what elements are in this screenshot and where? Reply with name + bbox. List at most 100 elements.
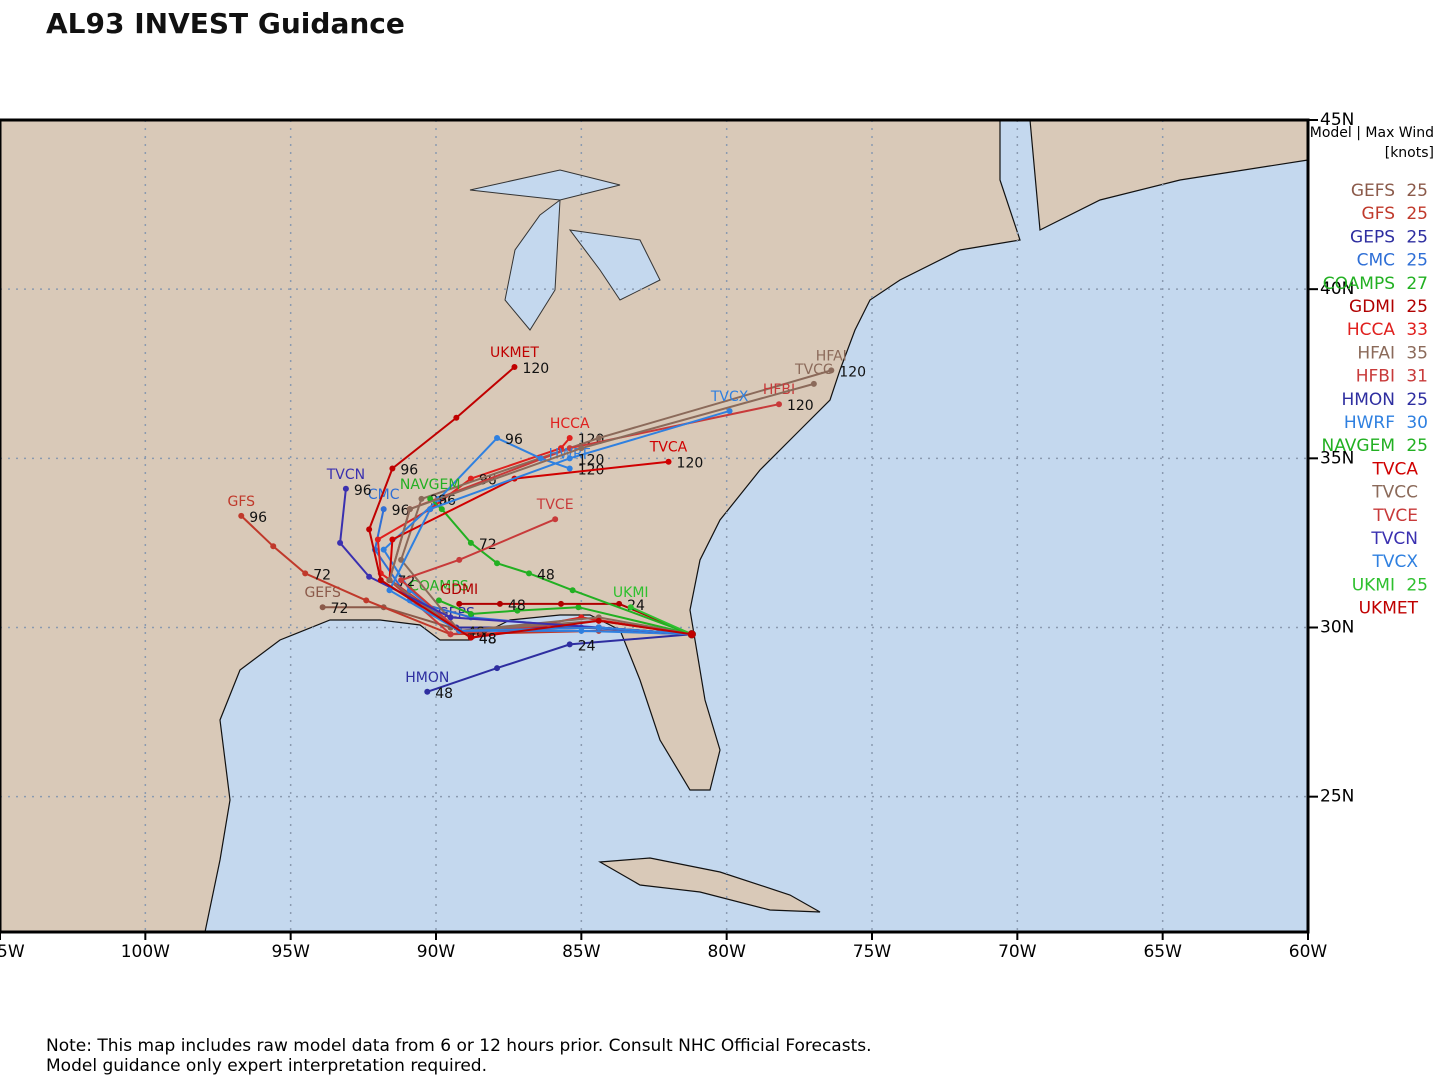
track-point [496, 600, 503, 607]
land [0, 120, 1021, 932]
legend-name: NAVGEM [1322, 436, 1395, 456]
hour-label: 120 [677, 456, 704, 472]
track-point [380, 546, 387, 553]
track-line [368, 366, 692, 639]
lake [469, 169, 621, 201]
legend-wind: 25 [1406, 436, 1428, 456]
track-point [537, 455, 544, 462]
track-point [514, 607, 521, 614]
legend-wind: 25 [1406, 575, 1428, 595]
track-point [494, 435, 501, 442]
legend-wind: 30 [1406, 413, 1428, 433]
track-name: TVCX [710, 389, 749, 405]
track-point [595, 435, 602, 442]
hour-label: 96 [392, 503, 410, 519]
hour-label: 96 [505, 432, 523, 448]
legend-name: HCCA [1347, 320, 1396, 340]
track-point [566, 641, 573, 648]
track-point [665, 458, 672, 465]
track-point [342, 485, 349, 492]
track-name: TVCC [794, 362, 833, 378]
track-point [337, 539, 344, 546]
track-name: UKMET [490, 345, 539, 361]
hour-label: 72 [313, 567, 331, 583]
legend-wind: 25 [1406, 297, 1428, 317]
y-tick-label: 25N [1320, 787, 1354, 807]
track-name: HCCA [550, 416, 590, 432]
legend-name: TVCX [1371, 552, 1418, 572]
track-point [566, 435, 573, 442]
legend-name: CMC [1357, 251, 1395, 271]
track-point [366, 526, 373, 533]
hour-label: 72 [331, 601, 349, 617]
track-name: GFS [227, 494, 255, 510]
track-point [435, 597, 442, 604]
legend-wind: 25 [1406, 390, 1428, 410]
legend-name: GEFS [1351, 181, 1395, 201]
hour-label: 48 [479, 632, 497, 648]
land [1029, 120, 1308, 231]
map-frame [0, 118, 1310, 934]
track-line [630, 606, 693, 636]
track-point [726, 407, 733, 414]
track-point [456, 556, 463, 563]
track-name: HFAI [816, 348, 847, 364]
track-point [386, 587, 393, 594]
track-point [447, 614, 454, 621]
legend-name: HWRF [1344, 413, 1395, 433]
x-tick-label: 75W [853, 942, 892, 962]
x-tick-label: 90W [417, 942, 456, 962]
land [598, 857, 821, 913]
track-point [406, 506, 413, 513]
track-point [427, 506, 434, 513]
track-point [467, 634, 474, 641]
tracks: 72GEFS7296GFSGEPS96CMCCOAMPS2448GDMI4896… [227, 345, 866, 702]
track-line [426, 633, 692, 693]
track-point [557, 600, 564, 607]
hour-label: 120 [839, 364, 866, 380]
legend-name: GDMI [1349, 297, 1395, 317]
x-tick-label: 95W [271, 942, 310, 962]
y-tick-label: 30N [1320, 618, 1354, 638]
track-point [578, 445, 585, 452]
hour-label: 24 [578, 638, 596, 654]
track-point [398, 556, 405, 563]
legend-name: TVCN [1370, 529, 1418, 549]
x-tick-label: 70W [998, 942, 1037, 962]
y-tick-label: 35N [1320, 448, 1354, 468]
x-tick-label: 100W [121, 942, 170, 962]
track-point [398, 577, 405, 584]
track-point [418, 495, 425, 502]
legend-wind: 25 [1406, 251, 1428, 271]
legend-wind: 25 [1406, 181, 1428, 201]
hour-label: 120 [578, 452, 605, 468]
legend-wind: 33 [1406, 320, 1428, 340]
track-name: HMON [405, 670, 449, 686]
hour-label: 120 [787, 398, 814, 414]
lake [568, 229, 661, 301]
track-point [687, 630, 696, 639]
track-point [456, 600, 463, 607]
track-point [366, 573, 373, 580]
track-point [569, 587, 576, 594]
x-tick-label: 65W [1143, 942, 1182, 962]
track-point [595, 617, 602, 624]
track-point [389, 465, 396, 472]
track-point [389, 536, 396, 543]
track-point [319, 604, 326, 611]
hour-label: 96 [400, 462, 418, 478]
track-point [566, 455, 573, 462]
track-name: UKMI [613, 585, 649, 601]
track-point [494, 560, 501, 567]
legend-wind: 31 [1406, 367, 1428, 387]
track-point [828, 367, 835, 374]
legend-name: TVCE [1372, 506, 1418, 526]
x-tick-label: 105W [0, 942, 25, 962]
legend-name: GEPS [1350, 227, 1395, 247]
track-point [575, 604, 582, 611]
track-point [511, 363, 518, 370]
legend-wind: 25 [1406, 204, 1428, 224]
track-point [453, 414, 460, 421]
track-point [380, 506, 387, 513]
